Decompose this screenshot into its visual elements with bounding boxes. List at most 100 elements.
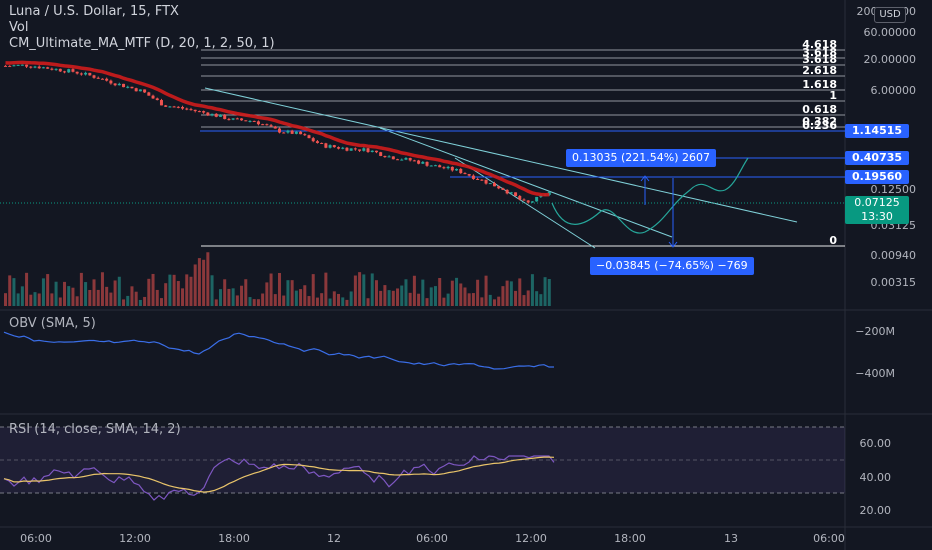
volume-bar <box>210 275 214 306</box>
volume-bar <box>362 274 366 306</box>
currency-button[interactable]: USD <box>874 7 906 23</box>
price-badge-2: 0.40735 <box>845 151 909 165</box>
volume-bar <box>467 293 471 306</box>
fib-retracement[interactable]: 4.6183.6183.6182.6181.61810.6180.3820.23… <box>201 38 845 247</box>
candle-body <box>113 83 117 86</box>
current-price-badge: 0.07125 13:30 <box>845 196 909 224</box>
trend-line-middle[interactable] <box>379 127 673 238</box>
candle-body <box>404 157 408 160</box>
candle-body <box>396 159 400 161</box>
volume-bar <box>252 299 256 306</box>
volume-bar <box>214 299 218 306</box>
candle-body <box>206 112 210 116</box>
legend-indicator: CM_Ultimate_MA_MTF (D, 20, 1, 2, 50, 1) <box>9 36 275 51</box>
candle-body <box>345 147 349 151</box>
volume-bar <box>282 295 286 306</box>
volume-bar <box>100 272 104 306</box>
volume-bar <box>151 273 155 306</box>
candle-body <box>231 118 235 120</box>
candle-body <box>84 72 88 75</box>
volume-bar <box>155 289 159 306</box>
volume-bar <box>138 299 142 306</box>
candle-body <box>41 67 45 69</box>
volume-bar <box>438 277 442 306</box>
time-tick-label: 06:00 <box>20 532 52 545</box>
volume-bar <box>84 282 88 306</box>
candle-body <box>391 156 395 160</box>
candle-body <box>151 95 155 99</box>
volume-bar <box>442 297 446 306</box>
candle-body <box>54 68 58 70</box>
volume-bar <box>509 281 513 306</box>
candle-body <box>214 113 218 117</box>
candle-body <box>412 160 416 162</box>
candle-body <box>58 68 62 72</box>
candle-body <box>159 100 163 106</box>
volume-bar <box>492 299 496 306</box>
projection-path[interactable] <box>551 157 749 234</box>
candle-body <box>278 128 281 133</box>
measure-down-label[interactable]: −0.03845 (−74.65%) −769 <box>590 257 754 275</box>
measure-down-arrowhead <box>668 241 678 248</box>
volume-bar <box>185 274 189 306</box>
volume-bar <box>109 292 113 306</box>
volume-bar <box>547 278 551 306</box>
candle-body <box>349 148 353 151</box>
volume-bar <box>349 291 353 306</box>
volume-bar <box>29 294 33 306</box>
candle-body <box>79 73 83 75</box>
time-axis[interactable]: 06:00 12:00 18:00 12 06:00 12:00 18:00 13 06:00 <box>20 532 845 545</box>
candle-body <box>122 83 126 88</box>
fib-level-label: 0.618 <box>802 103 837 116</box>
trend-line-upper[interactable] <box>204 87 798 223</box>
fib-level-label: 2.618 <box>802 64 837 77</box>
volume-bar <box>79 272 83 306</box>
volume-bars <box>4 252 551 306</box>
fib-level-label: 0 <box>829 234 837 247</box>
candle-body <box>299 131 303 135</box>
candle-body <box>526 200 530 203</box>
measure-up-arrowhead <box>640 175 650 182</box>
price-badge-1: 1.14515 <box>845 124 909 138</box>
candle-body <box>20 64 24 66</box>
price-axis[interactable]: 200.0000060.0000020.000006.000000.125000… <box>857 5 917 289</box>
volume-bar <box>240 285 244 306</box>
volume-bar <box>501 286 505 306</box>
volume-bar <box>33 292 37 306</box>
volume-bar <box>231 288 235 306</box>
candle-body <box>408 157 412 161</box>
time-tick-label: 06:00 <box>813 532 845 545</box>
volume-bar <box>193 264 197 306</box>
candle-body <box>303 134 307 136</box>
volume-bar <box>261 293 265 306</box>
candle-body <box>138 89 142 92</box>
price-tick-label: 0.00315 <box>871 276 917 289</box>
volume-bar <box>181 288 185 306</box>
volume-bar <box>433 286 437 306</box>
candle-body <box>155 98 159 101</box>
candle-body <box>197 111 201 113</box>
candle-body <box>92 75 96 78</box>
candle-body <box>164 105 168 107</box>
candle-body <box>547 191 551 195</box>
candle-body <box>286 130 290 133</box>
candle-body <box>471 175 475 179</box>
volume-bar <box>391 290 395 306</box>
volume-bar <box>383 285 387 306</box>
measure-up-label[interactable]: 0.13035 (221.54%) 2607 <box>566 149 716 167</box>
volume-bar <box>172 274 176 306</box>
volume-bar <box>370 273 374 306</box>
candle-body <box>235 118 239 120</box>
candle-body <box>522 199 526 201</box>
candle-body <box>172 106 176 108</box>
volume-bar <box>189 276 193 306</box>
rsi-tick-label: 60.00 <box>860 437 892 450</box>
volume-bar <box>311 274 315 306</box>
price-badge-3: 0.19560 <box>845 170 909 184</box>
volume-bar <box>278 272 281 306</box>
candle-body <box>290 130 294 134</box>
candle-body <box>324 143 328 148</box>
candle-body <box>484 179 488 184</box>
volume-bar <box>75 296 79 306</box>
